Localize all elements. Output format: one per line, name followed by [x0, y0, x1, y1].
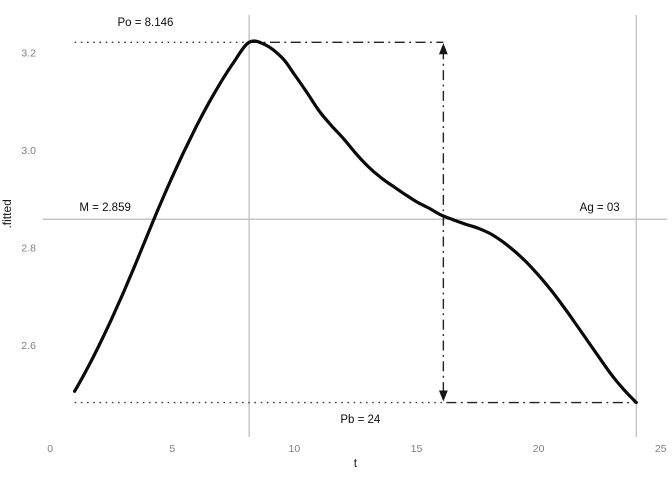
y-tick-label: 2.6 [21, 340, 36, 352]
y-tick-label: 3.2 [21, 48, 36, 60]
x-tick-label: 25 [655, 443, 667, 455]
curve-group [73, 39, 638, 405]
x-tick-label: 10 [289, 443, 301, 455]
y-tick-label: 2.8 [21, 243, 36, 255]
x-tick-label: 20 [533, 443, 545, 455]
reference-lines-group [43, 15, 667, 437]
x-tick-label: 0 [47, 443, 53, 455]
guide-lines-group [74, 41, 637, 404]
annotation-ag: Ag = 03 [580, 202, 620, 214]
annotations-group: Po = 8.146 M = 2.859 Ag = 03 Pb = 24 [79, 17, 619, 426]
y-tick-label: 3.0 [21, 145, 36, 157]
x-axis-title: t [354, 456, 358, 470]
arrowhead-down-icon [438, 390, 448, 402]
annotation-pb: Pb = 24 [340, 414, 381, 426]
annotation-m: M = 2.859 [79, 202, 130, 214]
tick-labels-group: 0 5 10 15 20 25 2.6 2.8 3.0 3.2 [21, 48, 666, 456]
annotation-po: Po = 8.146 [117, 17, 173, 29]
y-axis-title: .fitted [0, 199, 14, 228]
arrowhead-up-icon [438, 43, 448, 55]
x-tick-label: 15 [411, 443, 423, 455]
fitted-curve [73, 39, 638, 405]
x-tick-label: 5 [169, 443, 175, 455]
